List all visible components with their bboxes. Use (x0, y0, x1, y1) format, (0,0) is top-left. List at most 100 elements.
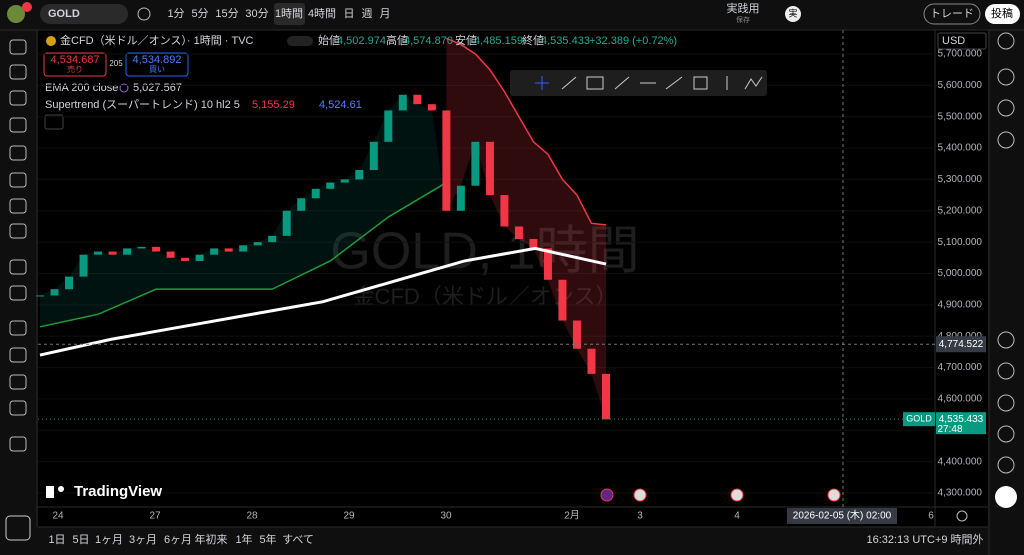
tool-button[interactable] (9, 117, 27, 133)
ema-line (39, 246, 607, 357)
buy-button[interactable] (125, 52, 189, 77)
range-button[interactable]: 5日 (72, 534, 89, 546)
brand: TradingView (74, 483, 162, 500)
range-button[interactable]: 3ヶ月 (129, 534, 157, 546)
trade-button[interactable] (923, 3, 981, 25)
tool-button[interactable] (9, 223, 27, 239)
badge (22, 2, 32, 12)
ema-icon (119, 83, 129, 93)
symbol-search[interactable] (40, 4, 128, 24)
interval[interactable]: 月 (380, 8, 391, 20)
last-price-tag (936, 412, 986, 435)
event-marker[interactable] (730, 488, 744, 502)
side-button[interactable] (997, 331, 1015, 349)
legend-low-label: 安値 (455, 33, 477, 47)
tool-button[interactable] (9, 39, 27, 55)
candle (210, 248, 219, 255)
event-marker[interactable] (827, 488, 841, 502)
range-button[interactable]: 6ヶ月 (164, 534, 192, 546)
tool-button[interactable] (9, 400, 27, 416)
tool-icon[interactable] (744, 76, 763, 90)
tool-icon[interactable] (693, 76, 708, 90)
layout-name[interactable]: 実践用 (727, 1, 760, 15)
candle (340, 179, 349, 183)
interval[interactable]: 15分 (215, 7, 238, 20)
interval[interactable]: 4時間 (308, 7, 336, 20)
tool-button[interactable] (9, 285, 27, 301)
candle (79, 254, 88, 277)
range-button[interactable]: すべて (282, 533, 314, 546)
crosshair-price: 4,774.522 (939, 339, 984, 350)
side-button[interactable] (997, 456, 1015, 474)
countdown: 27:48 (937, 424, 962, 435)
tool-button[interactable] (9, 347, 27, 363)
event-marker[interactable] (633, 488, 647, 502)
side-button[interactable] (997, 362, 1015, 380)
save-label: 保存 (736, 15, 750, 24)
tool-icon[interactable] (561, 76, 577, 90)
publish-label: 投稿 (991, 6, 1013, 20)
side-button[interactable] (997, 32, 1015, 50)
plot (36, 37, 935, 494)
candle (529, 239, 538, 249)
side-button[interactable] (997, 131, 1015, 149)
y-tick-label: 5,400.000 (938, 143, 983, 154)
tool-button[interactable] (9, 145, 27, 161)
tool-button[interactable] (9, 90, 27, 106)
more-button[interactable] (995, 486, 1017, 508)
legend-close: 4,535.433 (541, 35, 590, 47)
tool-icon[interactable] (665, 76, 683, 90)
interval[interactable]: 1分 (167, 7, 184, 20)
axis-settings[interactable] (956, 510, 968, 522)
sell-button[interactable] (43, 52, 107, 77)
tool-icon[interactable] (586, 76, 604, 90)
interval[interactable]: 日 (344, 8, 355, 20)
range-button[interactable]: 1ヶ月 (95, 534, 123, 546)
candle (65, 276, 74, 290)
watermark-title: GOLD, 1時間 (330, 223, 639, 281)
sell-price: 4,534.687 (51, 54, 100, 66)
candle (195, 254, 204, 261)
tool-button[interactable] (9, 198, 27, 214)
interval[interactable]: 週 (362, 7, 373, 20)
candle (500, 195, 509, 227)
tool-button[interactable] (9, 172, 27, 188)
favorite-button[interactable] (5, 515, 31, 541)
candle (94, 251, 103, 255)
side-button[interactable] (997, 68, 1015, 86)
range-button[interactable]: 5年 (259, 532, 276, 546)
logo (58, 486, 64, 492)
currency-box[interactable] (937, 32, 987, 50)
interval[interactable]: 5分 (191, 7, 208, 20)
side-button[interactable] (997, 394, 1015, 412)
publish-button[interactable] (985, 4, 1020, 24)
interval[interactable]: 30分 (245, 7, 268, 20)
event-marker[interactable] (600, 488, 614, 502)
candle (384, 110, 393, 142)
x-tick-label: 6 (928, 511, 934, 522)
side-button[interactable] (997, 425, 1015, 443)
tool-icon[interactable] (614, 76, 630, 90)
range-button[interactable]: 1日 (48, 534, 65, 546)
candle (181, 257, 190, 261)
interval-active (274, 3, 305, 25)
range-button[interactable]: 1年 (235, 532, 252, 546)
tool-button[interactable] (9, 259, 27, 275)
tool-button[interactable] (9, 374, 27, 390)
candle (311, 188, 320, 199)
user-badge[interactable] (785, 6, 801, 22)
x-tick-label: 3 (637, 511, 643, 522)
add-symbol[interactable] (137, 7, 151, 21)
range-button[interactable]: 年初来 (195, 532, 228, 546)
avatar[interactable] (7, 5, 25, 23)
tool-button[interactable] (9, 64, 27, 80)
collapse-legend[interactable] (44, 114, 64, 130)
side-button[interactable] (997, 99, 1015, 117)
supertrend-up-line (39, 181, 447, 328)
interval[interactable]: 1時間 (275, 7, 303, 20)
buy-label: 買い (149, 65, 165, 74)
tool-button[interactable] (9, 320, 27, 336)
last-price: 4,535.433 (939, 414, 984, 425)
candle (268, 235, 277, 243)
tool-button[interactable] (9, 436, 27, 452)
